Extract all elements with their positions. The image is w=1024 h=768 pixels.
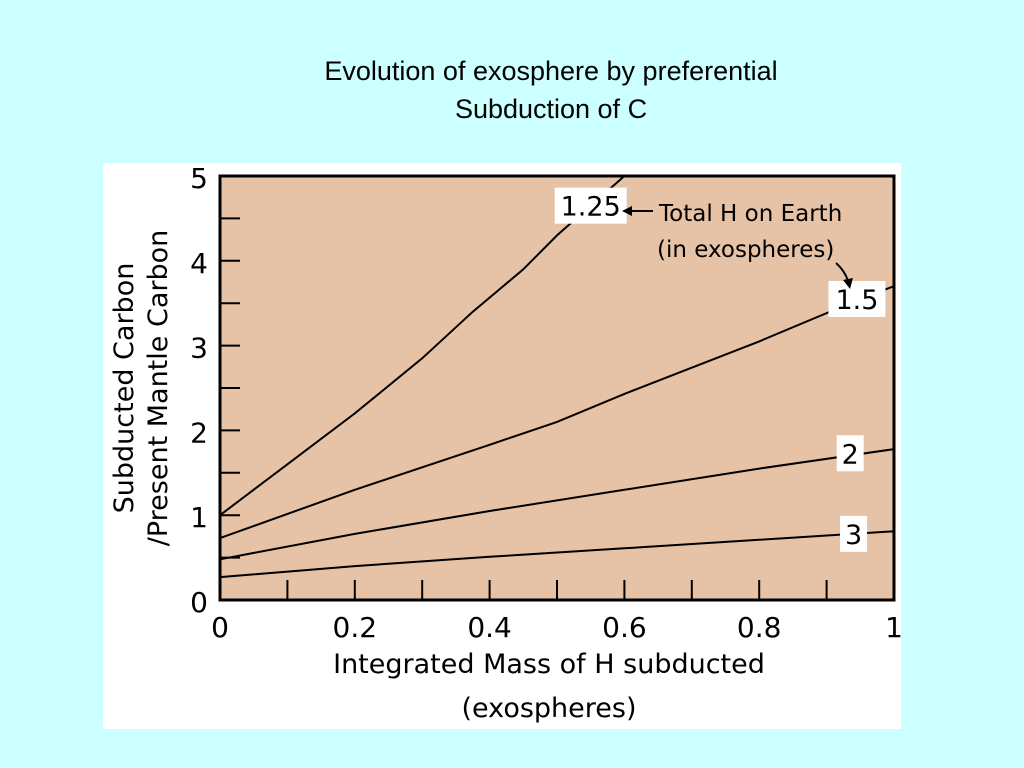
y-tick-label: 5 [190, 163, 208, 195]
annotation: Total H on Earth (in exospheres) [622, 201, 853, 289]
y-axis-title-line-2: /Present Mantle Carbon [143, 230, 174, 547]
series-label-box [828, 280, 886, 317]
axis-ticks: 0 1 2 3 4 5 0 0.2 0.4 0.6 0.8 1 [190, 163, 901, 644]
slide-title-line-1: Evolution of exosphere by preferential [324, 56, 778, 86]
series-label: 1.5 [835, 285, 878, 316]
series-line-3 [219, 530, 895, 579]
chart: 0 1 2 3 4 5 0 0.2 0.4 0.6 0.8 1 1.25 1.5 2 3 Total H o… [109, 163, 901, 724]
x-tick-label: 0.2 [333, 611, 378, 644]
x-tick-label: 0.4 [467, 611, 512, 644]
x-tick-label: 0.8 [737, 611, 782, 644]
series-label-box [836, 435, 864, 472]
annotation-arrowhead-left [622, 206, 632, 216]
slide-title: Evolution of exosphere by preferential S… [0, 52, 1024, 128]
series-line-2 [219, 448, 895, 561]
figure-panel: 0 1 2 3 4 5 0 0.2 0.4 0.6 0.8 1 1.25 1.5 2 3 Total H o… [103, 163, 901, 729]
y-tick-label: 1 [190, 501, 208, 534]
annotation-arrowhead-down [843, 278, 853, 289]
series-label: 3 [845, 520, 862, 551]
series-labels: 1.25 1.5 2 3 [554, 187, 886, 552]
slide-title-line-2: Subduction of C [454, 94, 648, 124]
x-axis-title-line-1: Integrated Mass of H subducted [333, 649, 765, 680]
y-tick-label: 3 [190, 332, 208, 365]
series-label-box [554, 187, 627, 224]
x-tick-label: 0 [211, 611, 229, 644]
y-tick-label: 2 [190, 416, 208, 449]
series-label-box [840, 515, 868, 552]
series-label: 1.25 [561, 192, 621, 223]
series-label: 2 [842, 439, 859, 470]
y-axis-title-line-1: Subducted Carbon [109, 263, 140, 514]
annotation-line-1: Total H on Earth [658, 201, 842, 227]
x-tick-label: 0.6 [602, 611, 647, 644]
x-tick-label: 1 [885, 611, 901, 644]
y-tick-label: 4 [190, 247, 208, 280]
annotation-line-2: (in exospheres) [657, 237, 834, 263]
plot-area [218, 174, 896, 602]
y-tick-label: 0 [190, 586, 208, 619]
x-axis-title-line-2: (exospheres) [462, 693, 637, 724]
